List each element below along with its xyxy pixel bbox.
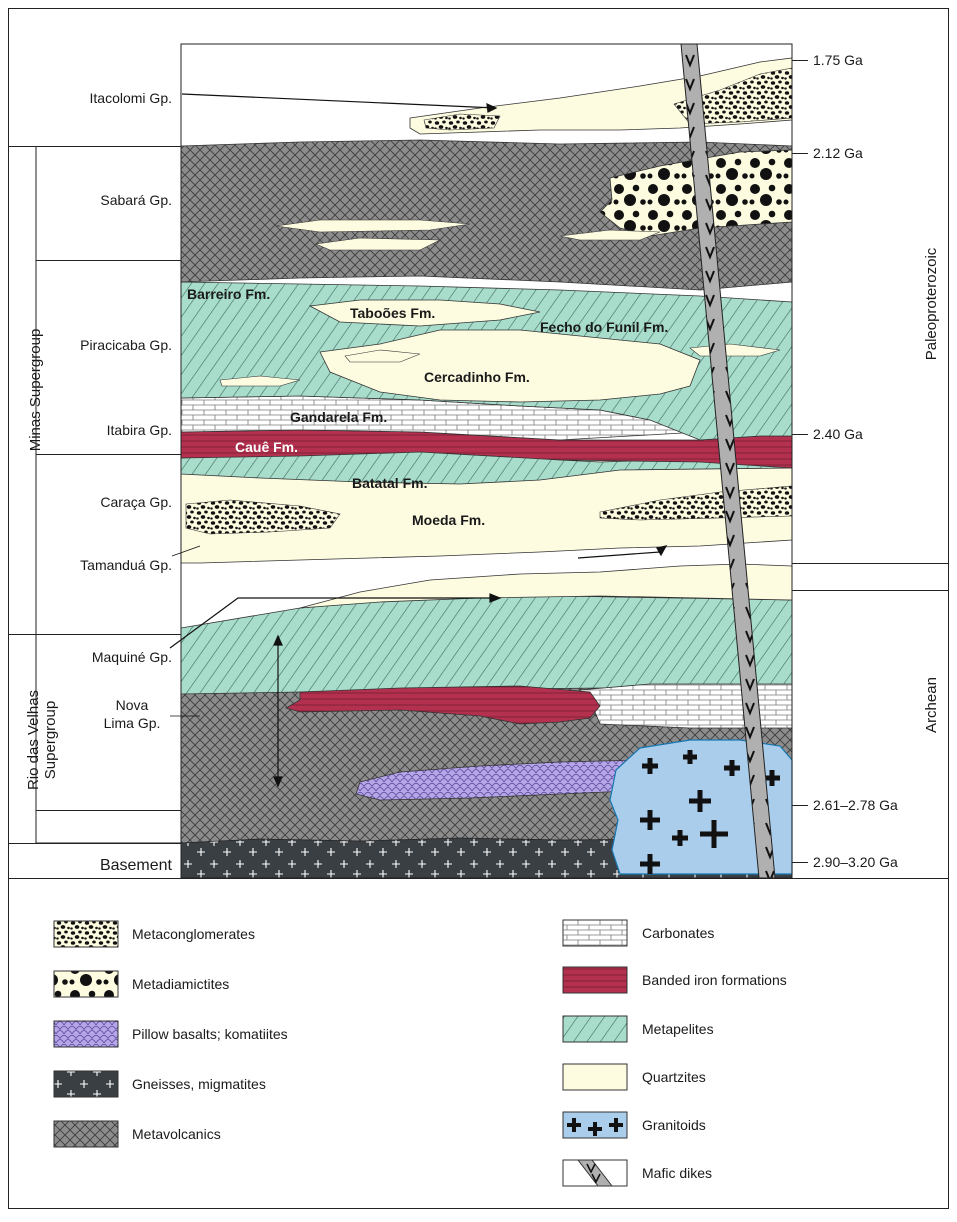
group-label-tamandua: Tamanduá Gp. (80, 557, 172, 573)
formation-label-cercadinho: Cercadinho Fm. (424, 369, 530, 385)
era-label-paleoproterozoic: Paleoproterozoic (923, 247, 940, 360)
formation-label-fecho-do-funil: Fecho do Funil Fm. (540, 319, 668, 335)
formation-label-moeda: Moeda Fm. (412, 512, 485, 528)
group-label-piracicaba: Piracicaba Gp. (80, 337, 172, 353)
group-label-sabara: Sabará Gp. (100, 192, 172, 208)
legend-label-mafic-dikes: Mafic dikes (642, 1165, 712, 1181)
cercadinho-quartzite (319, 329, 701, 403)
legend-swatch-bif (562, 966, 628, 994)
legend-label-metavolcanics: Metavolcanics (132, 1126, 221, 1142)
cercadinho-lens-left (344, 349, 421, 363)
age-dividers (792, 60, 949, 863)
stratigraphic-column (180, 43, 793, 879)
nova-lima-bif (284, 685, 601, 725)
legend-swatch-gneisses (53, 1070, 119, 1098)
group-label-nova-lima-line1: Nova (116, 697, 149, 713)
legend-swatch-carbonates (562, 919, 628, 947)
caraca-conglomerate-left (185, 499, 341, 535)
maquine-metapelites (180, 595, 793, 695)
supergroup-label-minas: Minas Supergroup (27, 329, 44, 452)
legend-swatch-quartzites (562, 1063, 628, 1091)
group-label-basement: Basement (100, 857, 173, 874)
outer-frame (8, 8, 949, 1209)
legend-swatch-pillow-basalts (53, 1020, 119, 1048)
itacolomi-conglomerate-left (423, 113, 501, 131)
legend-label-pillow-basalts: Pillow basalts; komatiites (132, 1026, 288, 1042)
formation-label-taboes: Taboões Fm. (350, 305, 435, 321)
sabara-quartzite-lens-3 (559, 229, 661, 241)
taboes-quartzite (308, 299, 541, 327)
formation-label-gandarela: Gandarela Fm. (290, 409, 387, 425)
cercadinho-lens-lower (219, 375, 301, 387)
formation-label-batatal: Batatal Fm. (352, 475, 427, 491)
group-label-itacolomi: Itacolomi Gp. (90, 90, 172, 106)
group-label-caraca: Caraça Gp. (100, 494, 172, 510)
sabara-quartzite-lens-2 (314, 237, 441, 251)
legend-label-metadiamictites: Metadiamictites (132, 976, 229, 992)
formation-label-caue: Cauê Fm. (235, 439, 298, 455)
legend-label-gneisses: Gneisses, migmatites (132, 1076, 266, 1092)
legend-swatch-metavolcanics (53, 1120, 119, 1148)
legend-swatch-metadiamictites (53, 970, 119, 998)
legend-label-quartzites: Quartzites (642, 1069, 706, 1085)
age-label-2-12: 2.12 Ga (813, 145, 863, 161)
legend-label-metaconglomerates: Metaconglomerates (132, 926, 255, 942)
age-label-2-90-3-20: 2.90–3.20 Ga (813, 854, 898, 870)
legend-label-granitoids: Granitoids (642, 1117, 706, 1133)
legend-label-metapelites: Metapelites (642, 1021, 714, 1037)
legend-swatch-metaconglomerates (53, 920, 119, 948)
age-label-1-75: 1.75 Ga (813, 52, 863, 68)
era-label-archean: Archean (923, 677, 940, 733)
group-dividers (8, 146, 181, 844)
granitoid-crosses (640, 750, 780, 874)
legend-swatch-metapelites (562, 1015, 628, 1043)
age-label-2-61-2-78: 2.61–2.78 Ga (813, 797, 898, 813)
group-label-maquine: Maquiné Gp. (92, 649, 172, 665)
group-label-itabira: Itabira Gp. (107, 422, 172, 438)
supergroup-label-rio-line1: Rio das Velhas (25, 690, 42, 790)
legend-swatch-granitoids (562, 1111, 628, 1139)
column-frame (180, 43, 793, 879)
age-label-2-40: 2.40 Ga (813, 426, 863, 442)
supergroup-label-rio-line2: Supergroup (42, 701, 59, 779)
legend-label-bif: Banded iron formations (642, 972, 787, 988)
legend-label-carbonates: Carbonates (642, 925, 714, 941)
formation-label-barreiro: Barreiro Fm. (187, 286, 270, 302)
sabara-quartzite-lens-1 (275, 219, 471, 233)
legend: Metaconglomerates Metadiamictites Pillow… (53, 919, 787, 1187)
leader-arrows (169, 93, 668, 788)
group-label-nova-lima-line2: Lima Gp. (104, 715, 161, 731)
legend-swatch-mafic-dikes (562, 1159, 628, 1187)
